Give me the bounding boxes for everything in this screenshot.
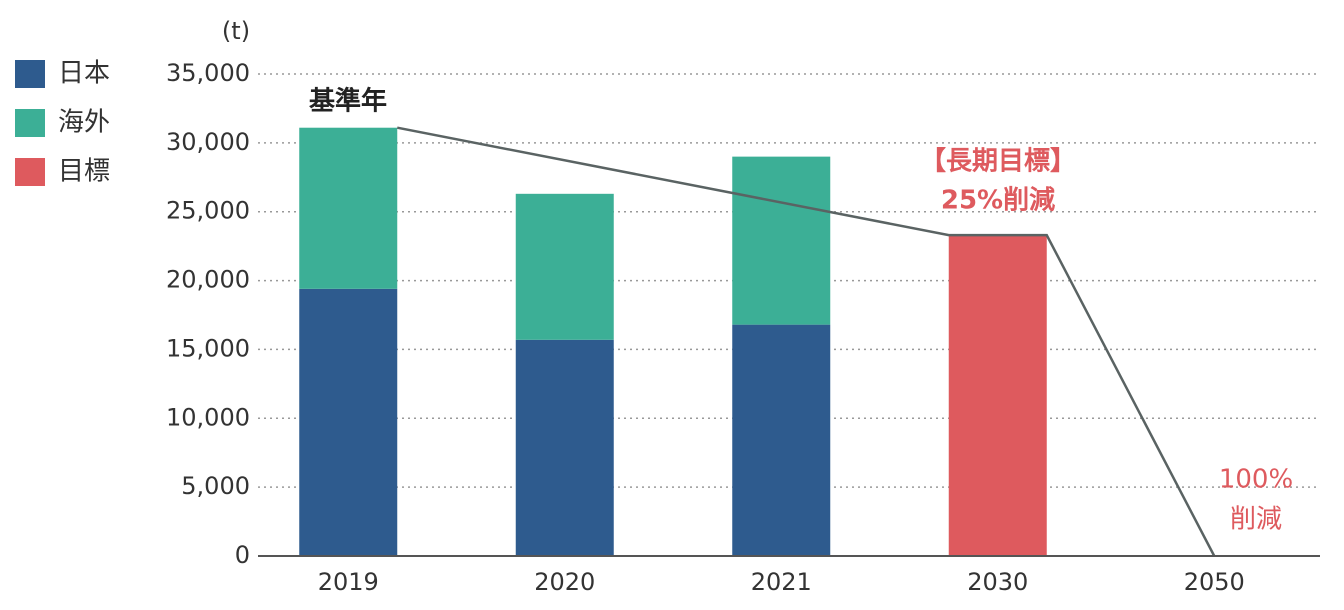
legend-swatch: [15, 60, 45, 88]
legend-swatch: [15, 158, 45, 186]
y-tick-label: 35,000: [166, 59, 250, 87]
bar-segment: [732, 324, 831, 556]
y-tick-label: 15,000: [166, 334, 250, 362]
y-tick-label: 25,000: [166, 197, 250, 225]
annotation: 削減: [1230, 505, 1282, 535]
reduction-line: [397, 126, 1216, 557]
annotation: 100%: [1219, 465, 1293, 495]
bar-segment: [515, 339, 614, 556]
bar-segment: [515, 193, 614, 340]
bar-segment: [299, 127, 398, 289]
y-tick-label: 30,000: [166, 128, 250, 156]
x-tick-label: 2020: [534, 568, 595, 596]
x-tick-label: 2021: [751, 568, 812, 596]
y-tick-label: 20,000: [166, 266, 250, 294]
annotation: 基準年: [309, 86, 387, 117]
y-axis-unit: (t): [222, 17, 250, 45]
x-tick-label: 2019: [318, 568, 379, 596]
bar-segment: [948, 235, 1047, 556]
legend-swatch: [15, 109, 45, 137]
y-tick-label: 10,000: [166, 403, 250, 431]
y-tick-label: 5,000: [181, 472, 250, 500]
legend-label: 海外: [58, 108, 110, 138]
x-tick-label: 2030: [967, 568, 1028, 596]
legend-label: 目標: [58, 157, 110, 187]
annotation: 【長期目標】: [920, 147, 1076, 177]
bar-segment: [299, 288, 398, 556]
legend-label: 日本: [58, 59, 110, 89]
x-tick-label: 2050: [1184, 568, 1245, 596]
bar-segment: [732, 156, 831, 325]
y-tick-label: 0: [235, 541, 250, 569]
annotation: 25%削減: [941, 186, 1055, 216]
